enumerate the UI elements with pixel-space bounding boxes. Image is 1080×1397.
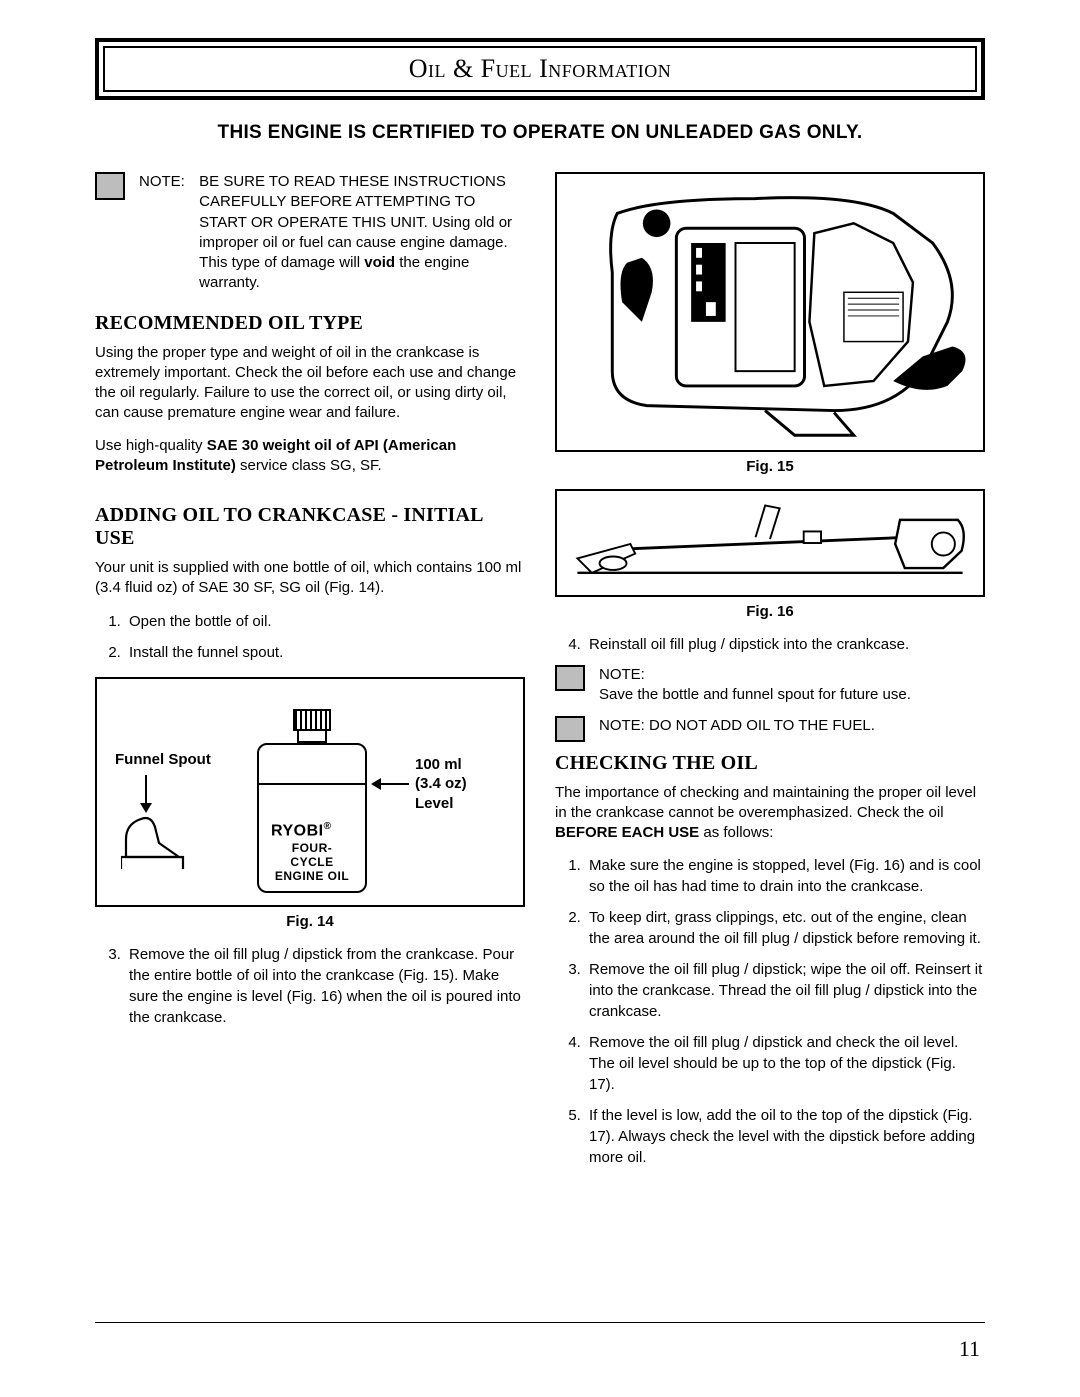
note-label: NOTE: bbox=[139, 172, 195, 192]
fig14-funnel-spout-label: Funnel Spout bbox=[115, 751, 211, 768]
section-title-frame: Oil & Fuel Information bbox=[95, 38, 985, 100]
adding-oil-steps-1-2: Open the bottle of oil. Install the funn… bbox=[95, 611, 525, 663]
fig16-trimmer-illustration bbox=[557, 491, 983, 595]
right-column: Fig. 15 Fig. 16 Reinstall oil fill plug … bbox=[555, 172, 985, 1178]
step-4: Reinstall oil fill plug / dipstick into … bbox=[585, 634, 985, 655]
check-step-1: Make sure the engine is stopped, level (… bbox=[585, 855, 985, 897]
note-text: Save the bottle and funnel spout for fut… bbox=[599, 685, 929, 705]
page-number: 11 bbox=[959, 1336, 980, 1362]
note-icon bbox=[555, 716, 585, 742]
fig15-engine-illustration bbox=[557, 174, 983, 450]
note-label: NOTE: bbox=[599, 717, 645, 734]
page-content: Oil & Fuel Information THIS ENGINE IS CE… bbox=[95, 38, 985, 1178]
checking-oil-steps: Make sure the engine is stopped, level (… bbox=[555, 855, 985, 1168]
fig14-level-line bbox=[259, 783, 365, 785]
fig14-level-label: 100 ml (3.4 oz) Level bbox=[415, 755, 467, 814]
note-label: NOTE: bbox=[599, 665, 655, 685]
step-2: Install the funnel spout. bbox=[125, 642, 525, 663]
adding-oil-step-3: Remove the oil fill plug / dipstick from… bbox=[95, 944, 525, 1028]
figure-14-caption: Fig. 14 bbox=[95, 913, 525, 930]
check-step-3: Remove the oil fill plug / dipstick; wip… bbox=[585, 959, 985, 1022]
note-icon bbox=[555, 665, 585, 691]
note-body: BE SURE TO READ THESE INSTRUCTIONS CAREF… bbox=[199, 172, 519, 294]
heading-adding-oil: ADDING OIL TO CRANKCASE - INITIAL USE bbox=[95, 504, 525, 550]
check-step-5: If the level is low, add the oil to the … bbox=[585, 1105, 985, 1168]
oil-type-paragraph-2: Use high-quality SAE 30 weight oil of AP… bbox=[95, 436, 525, 477]
bottle-cap bbox=[293, 709, 331, 731]
heading-recommended-oil-type: RECOMMENDED OIL TYPE bbox=[95, 312, 525, 335]
two-column-layout: NOTE: BE SURE TO READ THESE INSTRUCTIONS… bbox=[95, 172, 985, 1178]
footer-rule bbox=[95, 1322, 985, 1323]
left-column: NOTE: BE SURE TO READ THESE INSTRUCTIONS… bbox=[95, 172, 525, 1178]
note-read-instructions: NOTE: BE SURE TO READ THESE INSTRUCTIONS… bbox=[95, 172, 525, 294]
note-text: DO NOT ADD OIL TO THE FUEL. bbox=[649, 717, 875, 734]
note-text: NOTE: BE SURE TO READ THESE INSTRUCTIONS… bbox=[139, 172, 519, 294]
fig14-funnel-arrow bbox=[145, 775, 147, 811]
figure-16 bbox=[555, 489, 985, 597]
note-icon bbox=[95, 172, 125, 200]
check-step-2: To keep dirt, grass clippings, etc. out … bbox=[585, 907, 985, 949]
figure-14: Funnel Spout RYOBI® FOUR-CYCLE ENGINE OI bbox=[95, 677, 525, 907]
fig14-oil-bottle: RYOBI® FOUR-CYCLE ENGINE OIL bbox=[257, 709, 367, 894]
bottle-neck bbox=[297, 731, 327, 743]
step-3: Remove the oil fill plug / dipstick from… bbox=[125, 944, 525, 1028]
fig14-funnel-shape bbox=[121, 809, 185, 869]
note-no-oil-in-fuel: NOTE: DO NOT ADD OIL TO THE FUEL. bbox=[555, 716, 985, 742]
section-title: Oil & Fuel Information bbox=[103, 46, 977, 92]
check-step-4: Remove the oil fill plug / dipstick and … bbox=[585, 1032, 985, 1095]
figure-16-caption: Fig. 16 bbox=[555, 603, 985, 620]
adding-oil-intro: Your unit is supplied with one bottle of… bbox=[95, 558, 525, 599]
step-1: Open the bottle of oil. bbox=[125, 611, 525, 632]
bottle-subtitle: FOUR-CYCLE ENGINE OIL bbox=[271, 841, 353, 884]
figure-15 bbox=[555, 172, 985, 452]
checking-oil-intro: The importance of checking and maintaini… bbox=[555, 783, 985, 844]
bottle-brand: RYOBI® bbox=[271, 821, 331, 840]
figure-15-caption: Fig. 15 bbox=[555, 458, 985, 475]
note-save-bottle: NOTE: Save the bottle and funnel spout f… bbox=[555, 665, 985, 706]
heading-checking-the-oil: CHECKING THE OIL bbox=[555, 752, 985, 775]
page-subtitle: THIS ENGINE IS CERTIFIED TO OPERATE ON U… bbox=[95, 122, 985, 144]
oil-type-paragraph-1: Using the proper type and weight of oil … bbox=[95, 343, 525, 424]
fig14-level-arrow bbox=[373, 783, 409, 785]
adding-oil-step-4: Reinstall oil fill plug / dipstick into … bbox=[555, 634, 985, 655]
